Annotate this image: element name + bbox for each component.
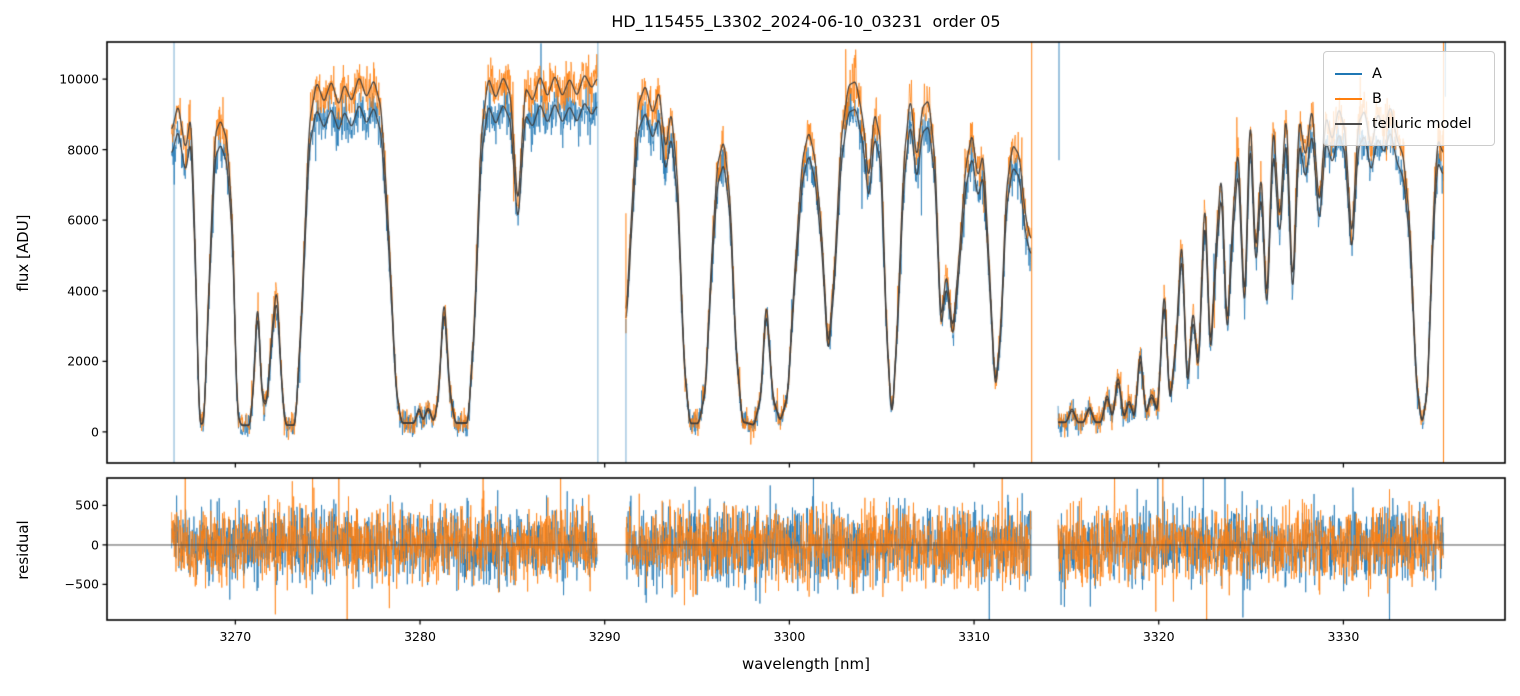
legend-line-b-icon — [1335, 97, 1362, 100]
y-tick-label-residual: 0 — [91, 537, 99, 553]
x-tick-label: 3280 — [404, 629, 436, 644]
y-tick-label-flux: 0 — [91, 424, 99, 440]
legend-item-a: A — [1335, 62, 1484, 85]
x-tick-label: 3310 — [958, 629, 990, 644]
y-tick-label-flux: 6000 — [67, 212, 99, 228]
legend-line-telluric-icon — [1335, 122, 1362, 125]
y-tick-label-flux: 2000 — [67, 353, 99, 369]
legend-label-a: A — [1372, 65, 1382, 82]
x-tick-label: 3320 — [1142, 629, 1175, 644]
legend-item-b: B — [1335, 87, 1484, 110]
y-tick-label-residual: 500 — [75, 497, 99, 513]
legend: A B telluric model — [1323, 51, 1495, 146]
x-tick-label: 3300 — [773, 629, 806, 644]
x-tick-label: 3330 — [1327, 629, 1360, 644]
x-tick-label: 3290 — [588, 629, 621, 644]
y-tick-label-flux: 4000 — [67, 283, 99, 299]
legend-label-telluric-model: telluric model — [1372, 115, 1472, 132]
flux-axis-label: flux [ADU] — [14, 214, 32, 292]
legend-label-b: B — [1372, 90, 1382, 107]
y-tick-label-residual: −500 — [64, 576, 99, 592]
figure-title: HD_115455_L3302_2024-06-10_03231 order 0… — [611, 12, 1001, 31]
legend-line-a-icon — [1335, 72, 1362, 75]
legend-item-telluric-model: telluric model — [1335, 112, 1484, 135]
y-tick-label-flux: 10000 — [59, 71, 99, 87]
y-tick-label-flux: 8000 — [67, 142, 99, 158]
x-tick-label: 3270 — [219, 629, 252, 644]
wavelength-axis-label: wavelength [nm] — [742, 655, 870, 673]
